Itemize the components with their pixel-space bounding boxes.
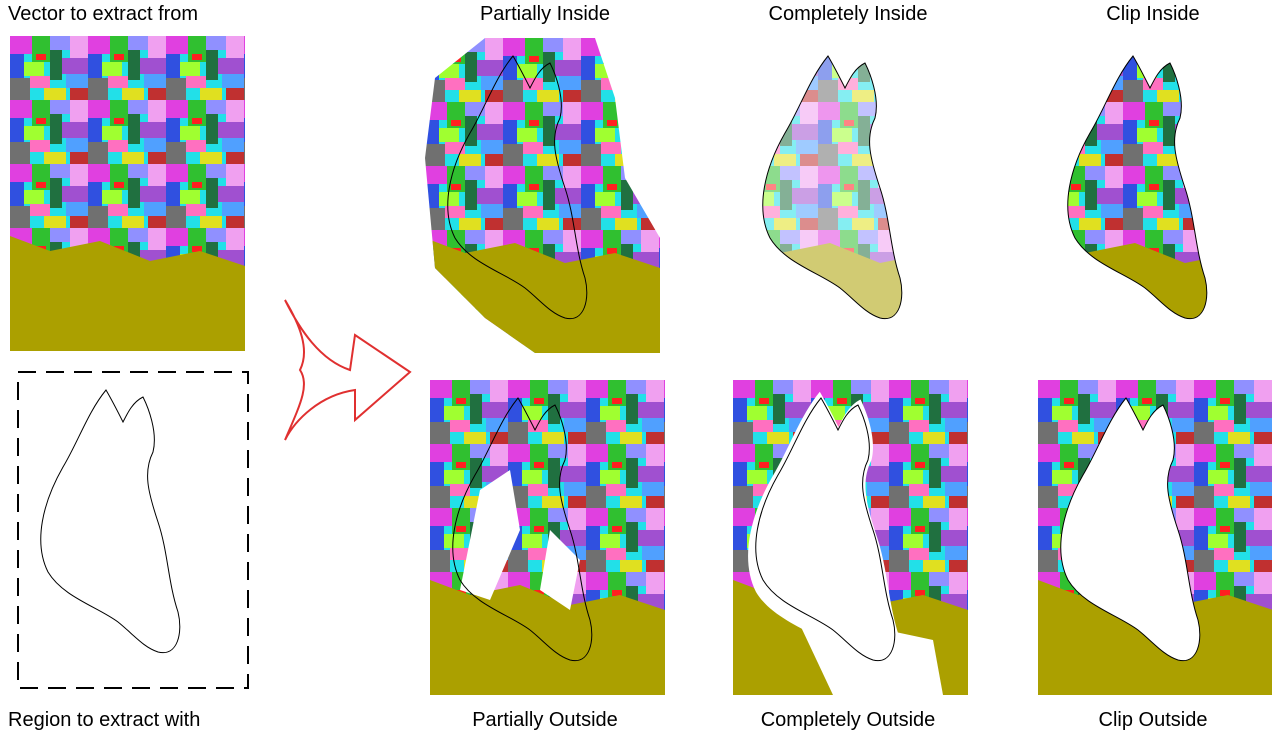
region-label: Region to extract with — [8, 709, 200, 731]
arrow — [285, 300, 410, 440]
clip-outside — [1038, 380, 1272, 695]
region-box — [18, 372, 248, 688]
panel-title: Clip Inside — [1106, 3, 1199, 25]
source-label: Vector to extract from — [8, 3, 198, 25]
panel-title: Completely Inside — [769, 3, 928, 25]
source-map — [10, 36, 245, 351]
panel-title: Completely Outside — [761, 709, 936, 731]
completely-outside — [733, 380, 968, 695]
page: Vector to extract from Region to extract… — [0, 0, 1272, 739]
partially-inside — [425, 38, 660, 353]
clip-inside — [1045, 38, 1272, 353]
diagram: Vector to extract from Region to extract… — [0, 0, 1272, 734]
partially-outside — [430, 380, 665, 695]
panel-title: Partially Inside — [480, 3, 610, 25]
panel-title: Clip Outside — [1099, 709, 1208, 731]
panel-title: Partially Outside — [472, 709, 618, 731]
completely-inside — [740, 38, 975, 353]
